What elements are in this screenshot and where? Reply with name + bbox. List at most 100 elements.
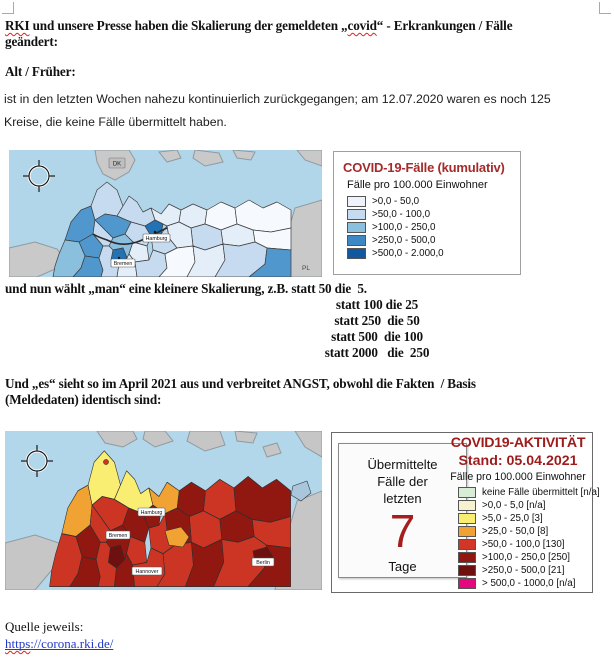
- legend-row-label: keine Fälle übermittelt [n/a]: [482, 486, 600, 498]
- legend-row-label: >0,0 - 50,0: [372, 195, 420, 207]
- source-label: Quelle jeweils:: [5, 619, 84, 634]
- box-line: Tage: [388, 559, 417, 574]
- scaling-line-3: statt 250 die 50: [334, 313, 420, 328]
- box-line: Übermittelte: [367, 457, 438, 472]
- city-label-hannover: Hannover: [131, 566, 163, 576]
- section-label-alt: Alt / Früher:: [5, 64, 76, 79]
- districts: [49, 450, 291, 588]
- legend-swatch: [458, 486, 476, 498]
- svg-text:Hamburg: Hamburg: [141, 510, 163, 516]
- spellcheck-word: RKI: [5, 18, 30, 33]
- city-label-bremen: Bremen: [105, 530, 131, 540]
- legend-row: >0,0 - 50,0: [347, 195, 520, 207]
- legend-row: >0,0 - 5,0 [n/a]: [458, 499, 600, 511]
- legend-row-label: >25,0 - 50,0 [8]: [482, 525, 549, 537]
- city-label-bremen: Bremen: [110, 256, 136, 268]
- spellcheck-word: covid: [347, 18, 377, 33]
- legend-row: >250,0 - 500,0 [21]: [458, 564, 600, 576]
- legend-new-subtitle: Fälle pro 100.000 Einwohner: [450, 471, 586, 483]
- map-new-svg: Hamburg Bremen Hannover Berlin: [5, 431, 322, 590]
- map-new-covid-7day: Hamburg Bremen Hannover Berlin: [5, 431, 322, 590]
- text-boundary-mark-top-right: [599, 2, 611, 14]
- box-line: letzten: [383, 491, 422, 506]
- lightblue-district-east: [290, 480, 312, 502]
- legend-swatch: [458, 525, 476, 537]
- map-old-svg: DK PL Hamburg Bremen: [9, 150, 322, 277]
- compass-rose-icon: [21, 445, 53, 477]
- legend-swatch: [347, 221, 366, 233]
- legend-swatch: [347, 208, 366, 220]
- city-label-berlin: Berlin: [251, 557, 275, 567]
- legend-row: >100,0 - 250,0 [250]: [458, 551, 600, 563]
- legend-row-label: >100,0 - 250,0 [250]: [482, 551, 570, 563]
- compass-rose-icon: [23, 160, 55, 192]
- legend-row: >5,0 - 25,0 [3]: [458, 512, 600, 524]
- legend-new-title: COVID19-AKTIVITÄT: [450, 435, 586, 451]
- legend-row-label: >50,0 - 100,0: [372, 208, 431, 220]
- scaling-line-2: statt 100 die 25: [335, 297, 419, 312]
- flensburg-red-spot: [103, 459, 109, 465]
- legend-swatch: [347, 234, 366, 246]
- svg-text:Berlin: Berlin: [256, 560, 270, 566]
- legend-row-label: >250,0 - 500,0: [372, 234, 436, 246]
- text-boundary-mark-top-left: [2, 2, 14, 14]
- legend-new-rows: keine Fälle übermittelt [n/a] >0,0 - 5,0…: [458, 486, 600, 591]
- body-line: ist in den letzten Wochen nahezu kontinu…: [4, 92, 551, 106]
- legend-old-subtitle: Fälle pro 100.000 Einwohner: [347, 179, 488, 191]
- legend-row-label: >100,0 - 250,0: [372, 221, 436, 233]
- scaling-line-4: statt 500 die 100: [331, 329, 423, 344]
- legend-row: >25,0 - 50,0 [8]: [458, 525, 600, 537]
- orange-district-center: [164, 526, 190, 548]
- legend-row: >50,0 - 100,0 [130]: [458, 538, 600, 550]
- legend-row: >100,0 - 250,0: [347, 221, 520, 233]
- legend-swatch: [347, 195, 366, 207]
- region-label-pl: PL: [302, 265, 310, 272]
- legend-swatch: [458, 499, 476, 511]
- legend-old-title: COVID-19-Fälle (kumulativ): [343, 160, 505, 175]
- legend-old: COVID-19-Fälle (kumulativ) Fälle pro 100…: [333, 151, 521, 275]
- city-label-hamburg: Hamburg: [142, 230, 171, 243]
- legend-row: >500,0 - 2.000,0: [347, 247, 520, 259]
- scaling-line-5: statt 2000 die 250: [324, 345, 430, 360]
- legend-swatch: [458, 551, 476, 563]
- map-old-covid-cumulative: DK PL Hamburg Bremen: [9, 150, 322, 277]
- legend-new-header: COVID19-AKTIVITÄT Stand: 05.04.2021 Fäll…: [444, 433, 592, 483]
- legend-row-label: > 500,0 - 1000,0 [n/a]: [482, 577, 576, 589]
- seven-day-box: Übermittelte Fälle der letzten 7 Tage: [338, 443, 467, 578]
- april-note-line-1: Und „es“ sieht so im April 2021 aus und …: [5, 376, 476, 391]
- legend-swatch: [458, 564, 476, 576]
- legend-row: > 500,0 - 1000,0 [n/a]: [458, 577, 600, 589]
- legend-row: >250,0 - 500,0: [347, 234, 520, 246]
- svg-text:Hannover: Hannover: [136, 569, 159, 575]
- source-link-line: https://corona.rki.de/: [5, 636, 113, 652]
- body-line: Kreise, die keine Fälle übermittelt habe…: [4, 115, 227, 129]
- seven-day-number: 7: [389, 505, 416, 557]
- source-link[interactable]: https://corona.rki.de/: [5, 636, 114, 651]
- legend-row-label: >500,0 - 2.000,0: [372, 247, 444, 259]
- svg-text:Bremen: Bremen: [109, 533, 128, 539]
- legend-row-label: >250,0 - 500,0 [21]: [482, 564, 565, 576]
- april-note-line-2: (Meldedaten) identisch sind:: [5, 392, 162, 407]
- svg-text:Hamburg: Hamburg: [146, 236, 168, 242]
- body-paragraph: ist in den letzten Wochen nahezu kontinu…: [4, 88, 551, 134]
- legend-row-label: >50,0 - 100,0 [130]: [482, 538, 565, 550]
- legend-swatch: [347, 247, 366, 259]
- scaling-line-1: und nun wählt „man“ eine kleinere Skalie…: [5, 281, 367, 296]
- foreign-land: [9, 150, 322, 277]
- legend-row: >50,0 - 100,0: [347, 208, 520, 220]
- svg-text:Bremen: Bremen: [114, 261, 133, 267]
- legend-row: keine Fälle übermittelt [n/a]: [458, 486, 600, 498]
- legend-swatch: [458, 512, 476, 524]
- region-label-dk: DK: [108, 157, 126, 169]
- heading-line-1: RKI und unsere Presse haben die Skalieru…: [5, 18, 513, 33]
- heading-line-2: geändert:: [5, 34, 58, 49]
- city-label-hamburg: Hamburg: [137, 507, 166, 517]
- legend-row-label: >0,0 - 5,0 [n/a]: [482, 499, 546, 511]
- legend-row-label: >5,0 - 25,0 [3]: [482, 512, 543, 524]
- legend-swatch: [458, 538, 476, 550]
- legend-new-date: Stand: 05.04.2021: [458, 453, 578, 469]
- legend-swatch: [458, 577, 476, 589]
- box-line: Fälle der: [377, 474, 428, 489]
- legend-new: Übermittelte Fälle der letzten 7 Tage CO…: [331, 432, 600, 593]
